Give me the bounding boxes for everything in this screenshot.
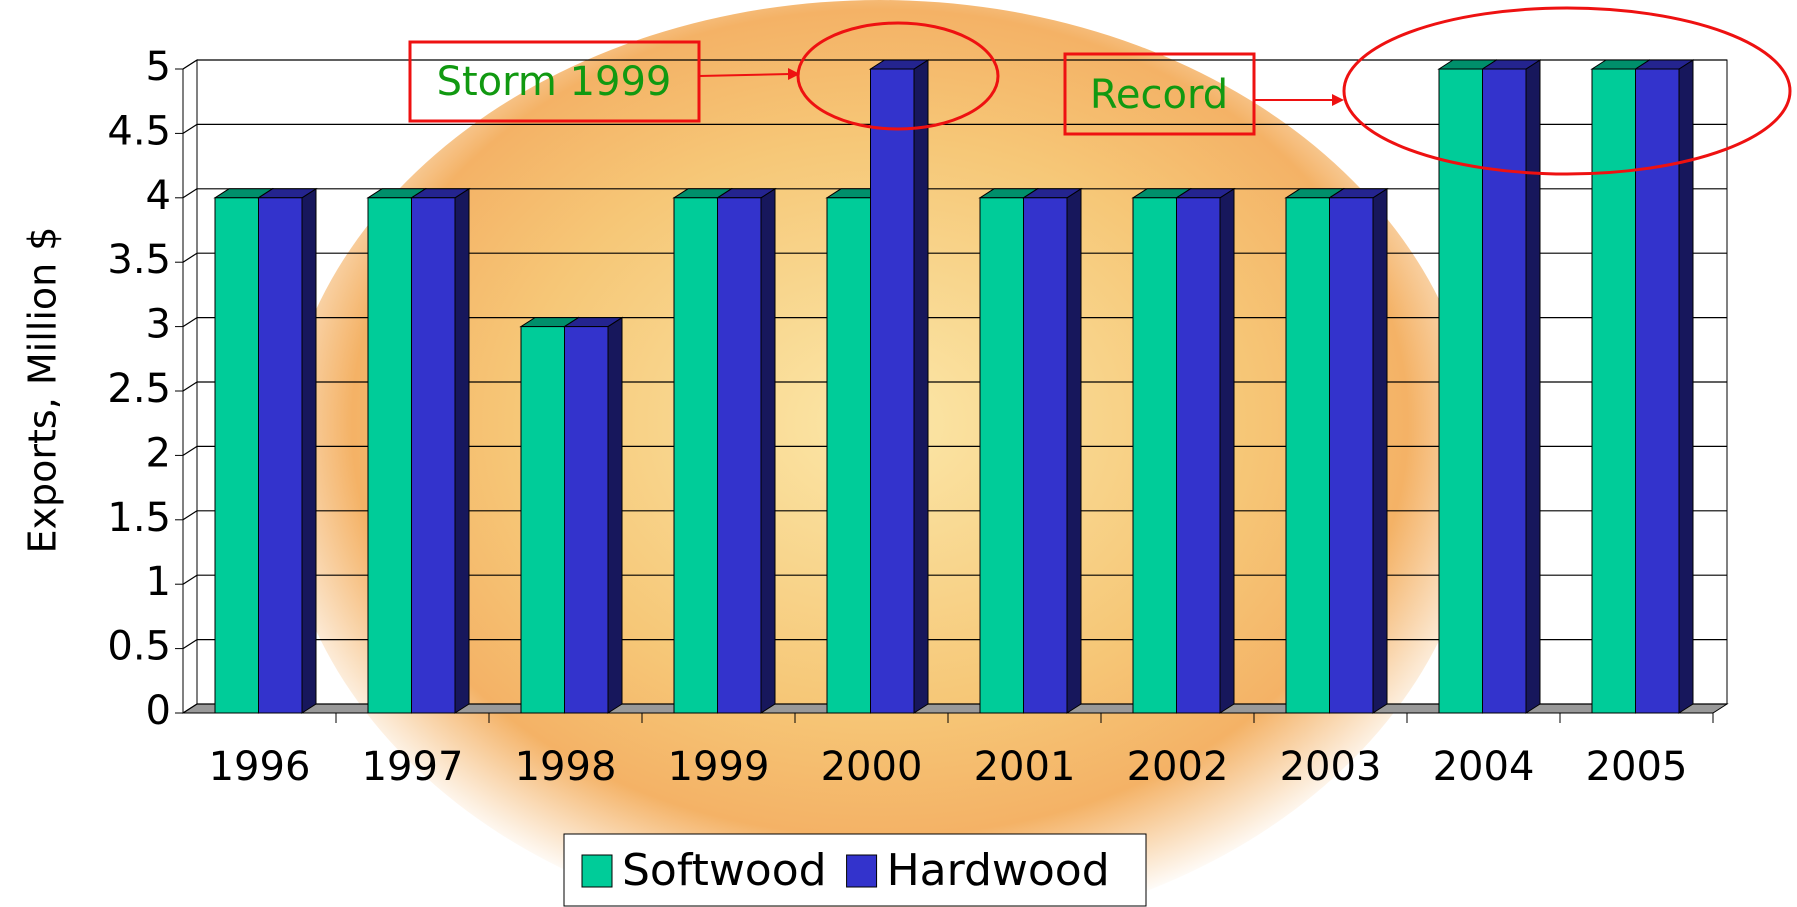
grid-line-side (182, 59, 198, 70)
grid-line-side (182, 639, 198, 650)
legend: Softwood Hardwood (563, 833, 1147, 907)
y-tick-label: 2.5 (107, 366, 171, 412)
y-tick-label: 1.5 (107, 495, 171, 541)
grid-line-side (182, 381, 198, 392)
bar-side (301, 187, 317, 714)
y-axis-label: Exports, Million $ (21, 227, 65, 554)
y-tick-label: 4.5 (107, 108, 171, 154)
legend-swatch (581, 854, 613, 888)
bar-side (913, 59, 929, 714)
bar (214, 197, 259, 714)
grid-line-side (182, 252, 198, 263)
x-tick-label: 1998 (515, 744, 617, 790)
bar (673, 197, 718, 714)
y-tick-label: 1 (146, 559, 171, 605)
annotation: Record (1090, 72, 1228, 118)
grid-line-side (182, 445, 198, 456)
bar-side (1066, 187, 1082, 714)
x-tick-label: 2000 (821, 744, 923, 790)
bar-side (1372, 187, 1388, 714)
highlight (1342, 6, 1792, 176)
legend-swatch (846, 854, 878, 888)
annotation-arrow (698, 73, 791, 77)
bar (717, 197, 762, 714)
x-tick-label: 2002 (1127, 744, 1229, 790)
bar (1635, 68, 1680, 714)
bar (520, 326, 565, 714)
bar (1132, 197, 1177, 714)
bar (1176, 197, 1221, 714)
bar (1329, 197, 1374, 714)
y-tick-label: 0.5 (107, 624, 171, 670)
y-tick-label: 3 (146, 302, 171, 348)
y-tick-label: 3.5 (107, 237, 171, 283)
bar-side (760, 187, 776, 714)
grid-line-side (182, 574, 198, 585)
arrow-head (788, 68, 800, 80)
bar (826, 197, 871, 714)
bar (1591, 68, 1636, 714)
bar (258, 197, 303, 714)
bar (367, 197, 412, 714)
bar-side (607, 316, 623, 714)
legend-label: Softwood (622, 845, 827, 896)
annotation-box (1063, 52, 1256, 136)
highlight (796, 21, 1000, 131)
x-tick-label: 2004 (1433, 744, 1535, 790)
x-tick-label: 2003 (1280, 744, 1382, 790)
bar-side (1525, 59, 1541, 714)
y-tick-label: 0 (146, 688, 171, 734)
arrow-head (1332, 94, 1344, 106)
legend-label: Hardwood (887, 845, 1110, 896)
annotation-box (408, 40, 701, 123)
x-tick-label: 1996 (209, 744, 311, 790)
bar-side (1219, 187, 1235, 714)
x-tick-label: 2005 (1586, 744, 1688, 790)
x-tick-label: 1999 (668, 744, 770, 790)
grid-line-side (182, 703, 198, 714)
bar-side (1678, 59, 1694, 714)
y-tick-label: 4 (146, 173, 171, 219)
bar (979, 197, 1024, 714)
y-tick-label: 2 (146, 430, 171, 476)
annotation: Storm 1999 (437, 59, 672, 105)
bar (564, 326, 609, 714)
bar (1023, 197, 1068, 714)
bar (411, 197, 456, 714)
grid-line-side (182, 188, 198, 199)
y-tick-label: 5 (146, 44, 171, 90)
bar (1482, 68, 1527, 714)
grid-line-side (182, 317, 198, 328)
bar (1438, 68, 1483, 714)
x-tick-label: 1997 (362, 744, 464, 790)
bar-side (454, 187, 470, 714)
x-tick-label: 2001 (974, 744, 1076, 790)
grid-line-side (182, 510, 198, 521)
grid-line-side (182, 123, 198, 134)
bar (870, 68, 915, 714)
bar (1285, 197, 1330, 714)
